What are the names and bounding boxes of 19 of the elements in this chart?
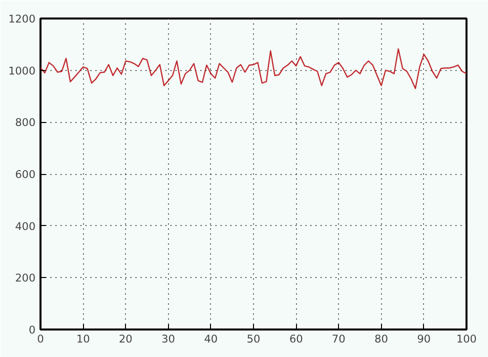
y-tick-label: 1000 [8, 64, 36, 78]
x-tick-label: 30 [162, 332, 176, 346]
x-tick-label: 20 [118, 332, 133, 346]
y-tick-label: 0 [28, 324, 36, 336]
x-tick-label: 40 [204, 332, 218, 346]
y-tick-label: 200 [15, 272, 36, 285]
y-tick-label: 1200 [8, 12, 36, 26]
y-tick-label: 400 [15, 220, 36, 233]
x-tick-label: 100 [456, 332, 477, 346]
x-tick-label: 50 [246, 332, 260, 346]
y-tick-label: 800 [15, 116, 36, 130]
x-tick-label: 60 [289, 332, 304, 346]
x-tick-label: 70 [332, 332, 346, 346]
x-tick-label: 0 [37, 332, 44, 346]
y-tick-label: 600 [15, 168, 36, 181]
x-tick-label: 10 [76, 332, 90, 346]
x-tick-label: 90 [417, 332, 431, 346]
x-tick-label: 80 [374, 332, 388, 346]
line-series [40, 48, 466, 90]
